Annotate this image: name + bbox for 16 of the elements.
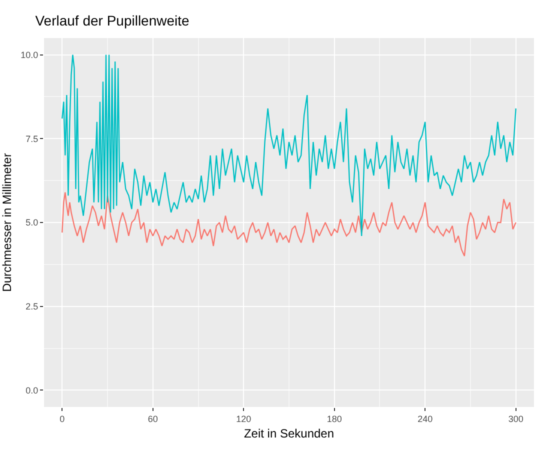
- x-tick-label: 60: [148, 414, 158, 424]
- x-tick-label: 0: [60, 414, 65, 424]
- y-axis-title: Durchmesser in Millimeter: [0, 153, 14, 292]
- y-tick-label: 10.0: [20, 50, 38, 60]
- y-tick-label: 0.0: [26, 385, 38, 396]
- line-series: [62, 54, 516, 237]
- x-tick-label: 300: [508, 414, 524, 424]
- line-series: [62, 192, 516, 257]
- x-tick-label: 120: [236, 414, 252, 424]
- y-tick-label: 5.0: [26, 218, 38, 228]
- x-tick-label: 240: [418, 414, 433, 424]
- x-tick-label: 180: [326, 414, 342, 424]
- y-tick-label: 2.5: [26, 302, 38, 312]
- chart-title: Verlauf der Pupillenweite: [35, 12, 190, 29]
- x-axis-title: Zeit in Sekunden: [244, 426, 334, 441]
- y-tick-label: 7.5: [26, 134, 38, 144]
